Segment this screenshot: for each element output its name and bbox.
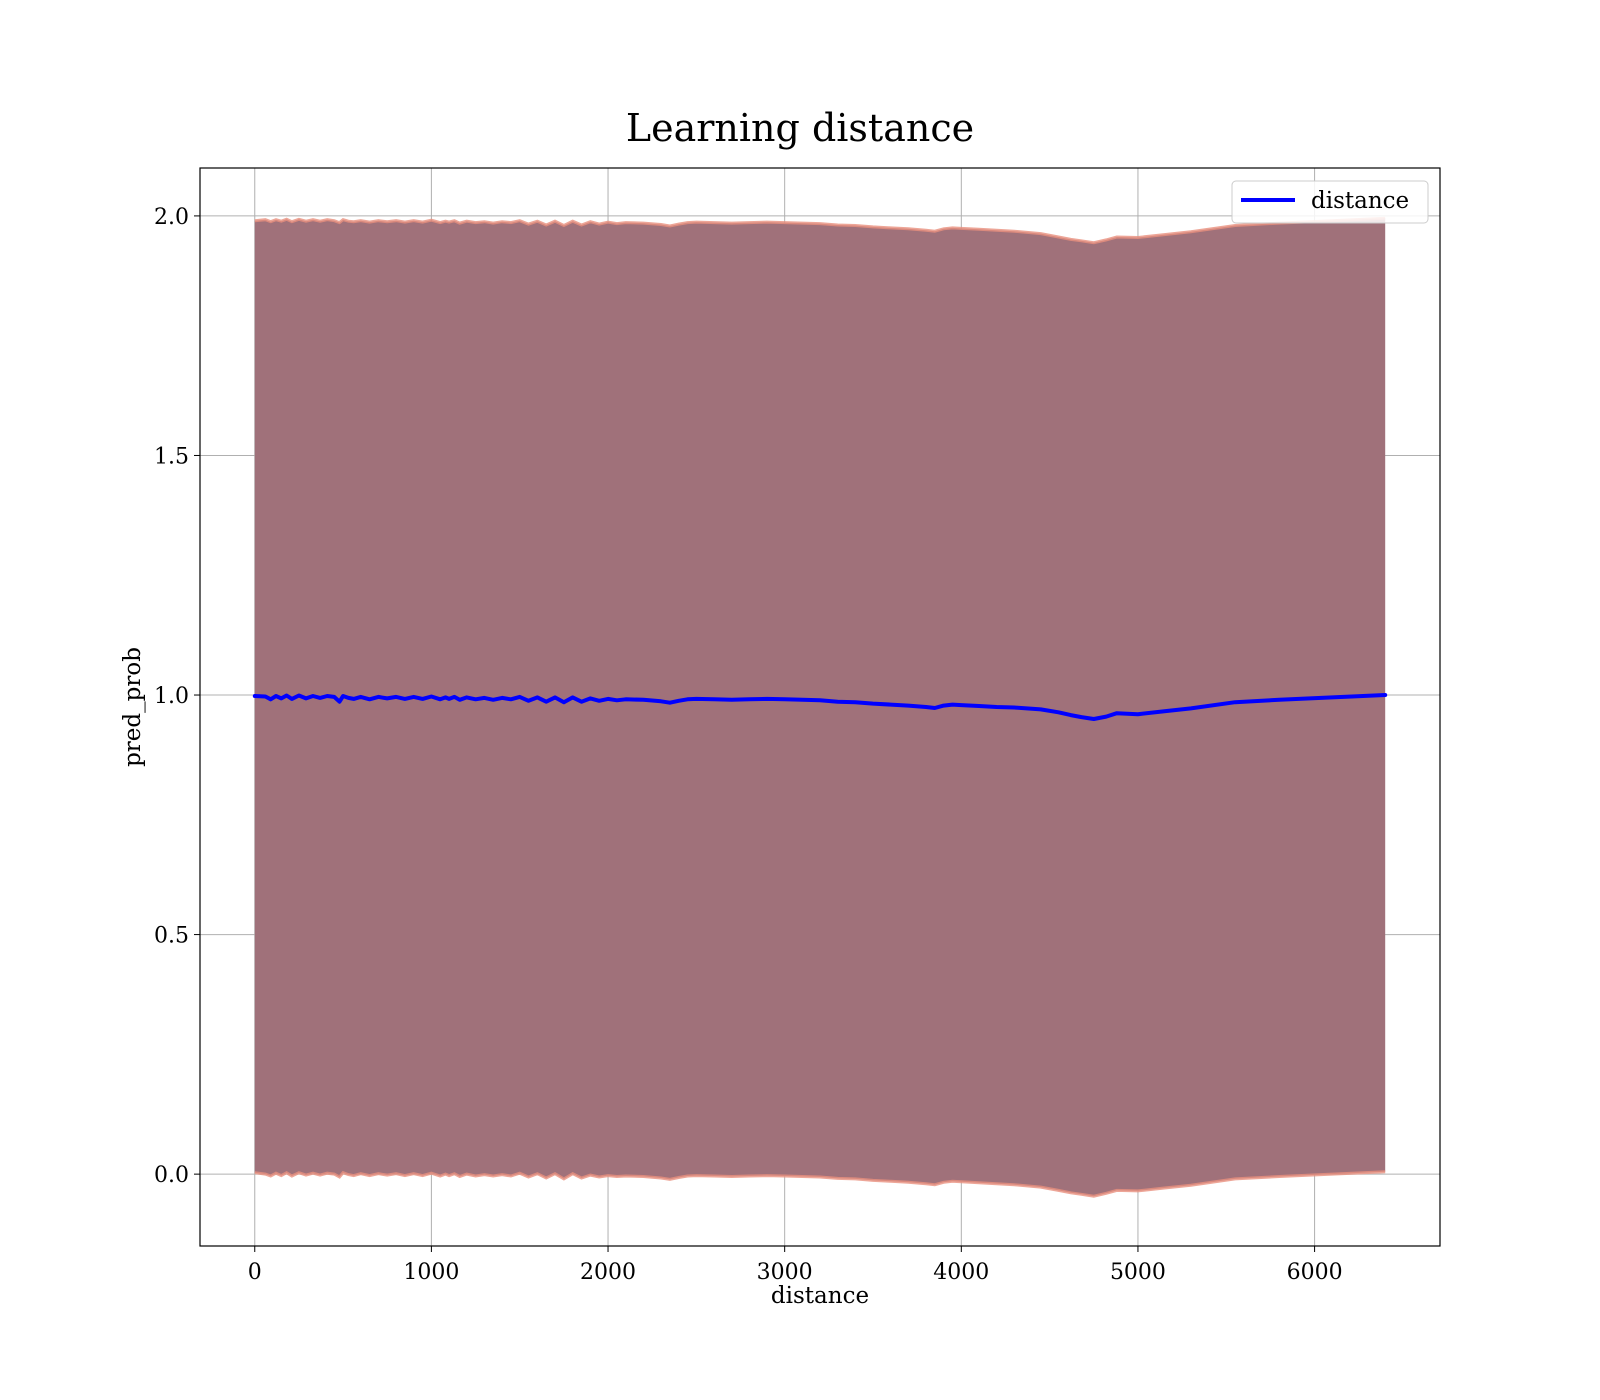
- band-fill: [254, 218, 1386, 1197]
- series-line-distance: [252, 693, 1388, 721]
- band-upper-edge: [254, 216, 1386, 245]
- y-tick-label: 2.0: [154, 205, 189, 230]
- legend: distance: [1231, 180, 1429, 224]
- y-tick-label: 0.0: [154, 1163, 189, 1188]
- y-tick-label: 0.5: [154, 924, 189, 949]
- x-tick-label: 0: [248, 1260, 262, 1285]
- x-axis-label: distance: [771, 1283, 869, 1309]
- x-tick-label: 5000: [1110, 1260, 1166, 1285]
- x-axis: 0 1000 2000 3000 4000 5000 6000: [248, 1246, 1343, 1285]
- y-tick-label: 1.0: [154, 684, 189, 709]
- confidence-band: [254, 216, 1386, 1198]
- y-axis-label: pred_prob: [120, 647, 146, 767]
- legend-box: [1231, 180, 1429, 224]
- band-lower-edge: [254, 1170, 1386, 1198]
- series-lines: [252, 693, 1388, 721]
- x-tick-label: 3000: [757, 1260, 813, 1285]
- y-axis: 0.0 0.5 1.0 1.5 2.0: [154, 205, 200, 1188]
- x-tick-label: 2000: [580, 1260, 636, 1285]
- chart-title: Learning distance: [626, 106, 974, 150]
- y-tick-label: 1.5: [154, 444, 189, 469]
- legend-label: distance: [1311, 188, 1409, 214]
- x-tick-label: 6000: [1287, 1260, 1343, 1285]
- x-tick-label: 4000: [933, 1260, 989, 1285]
- x-tick-label: 1000: [403, 1260, 459, 1285]
- plot-frame: [199, 167, 1441, 1247]
